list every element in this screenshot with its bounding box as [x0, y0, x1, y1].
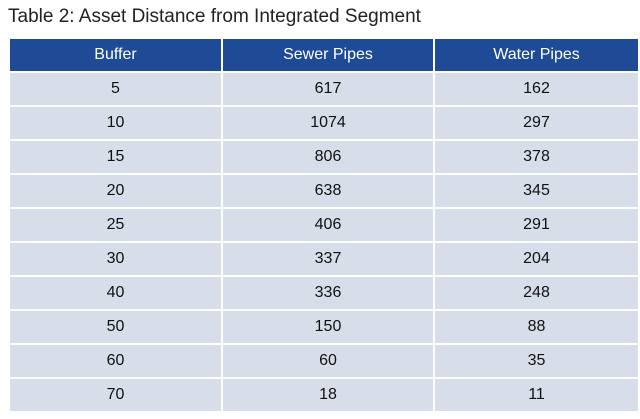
cell-water-pipes: 378 — [434, 139, 638, 174]
cell-buffer: 40 — [10, 275, 223, 310]
table-row: 30 337 204 — [10, 241, 638, 276]
table-row: 70 18 11 — [10, 377, 638, 411]
table-row: 20 638 345 — [10, 173, 638, 208]
table-row: 25 406 291 — [10, 207, 638, 242]
table-row: 15 806 378 — [10, 139, 638, 174]
cell-water-pipes: 291 — [434, 207, 638, 242]
cell-water-pipes: 11 — [434, 377, 638, 411]
cell-buffer: 60 — [10, 343, 223, 378]
cell-water-pipes: 35 — [434, 343, 638, 378]
asset-distance-table: Buffer Sewer Pipes Water Pipes 5 617 162… — [10, 39, 638, 411]
cell-buffer: 70 — [10, 377, 223, 411]
table-header-row: Buffer Sewer Pipes Water Pipes — [10, 39, 638, 72]
cell-sewer-pipes: 806 — [222, 139, 435, 174]
cell-sewer-pipes: 60 — [222, 343, 435, 378]
table-row: 5 617 162 — [10, 71, 638, 106]
cell-buffer: 25 — [10, 207, 223, 242]
table-row: 40 336 248 — [10, 275, 638, 310]
table-row: 10 1074 297 — [10, 105, 638, 140]
column-header-buffer: Buffer — [10, 39, 223, 72]
cell-water-pipes: 297 — [434, 105, 638, 140]
cell-buffer: 15 — [10, 139, 223, 174]
cell-buffer: 5 — [10, 71, 223, 106]
cell-water-pipes: 204 — [434, 241, 638, 276]
cell-buffer: 30 — [10, 241, 223, 276]
cell-water-pipes: 248 — [434, 275, 638, 310]
cell-sewer-pipes: 18 — [222, 377, 435, 411]
column-header-water-pipes: Water Pipes — [434, 39, 638, 72]
table-row: 50 150 88 — [10, 309, 638, 344]
cell-water-pipes: 345 — [434, 173, 638, 208]
cell-sewer-pipes: 336 — [222, 275, 435, 310]
cell-water-pipes: 88 — [434, 309, 638, 344]
cell-sewer-pipes: 150 — [222, 309, 435, 344]
cell-sewer-pipes: 638 — [222, 173, 435, 208]
cell-sewer-pipes: 617 — [222, 71, 435, 106]
cell-buffer: 50 — [10, 309, 223, 344]
cell-buffer: 20 — [10, 173, 223, 208]
table-title: Table 2: Asset Distance from Integrated … — [8, 6, 421, 27]
table-row: 60 60 35 — [10, 343, 638, 378]
cell-sewer-pipes: 337 — [222, 241, 435, 276]
cell-buffer: 10 — [10, 105, 223, 140]
cell-sewer-pipes: 1074 — [222, 105, 435, 140]
cell-water-pipes: 162 — [434, 71, 638, 106]
column-header-sewer-pipes: Sewer Pipes — [222, 39, 435, 72]
cell-sewer-pipes: 406 — [222, 207, 435, 242]
